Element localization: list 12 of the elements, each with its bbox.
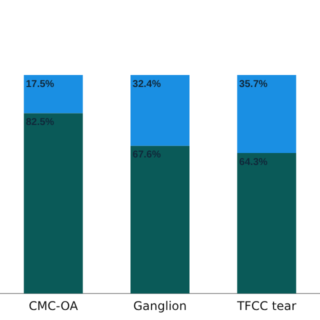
x-tick-label: TFCC tear	[236, 298, 296, 313]
data-label: 17.5%	[26, 78, 54, 90]
bar	[130, 75, 190, 146]
data-label: 35.7%	[239, 78, 268, 90]
bar	[237, 153, 296, 294]
bar	[24, 113, 83, 294]
bar	[130, 146, 190, 294]
bar	[24, 75, 83, 114]
data-label: 32.4%	[132, 78, 161, 90]
bar	[237, 75, 296, 154]
x-tick-label: CMC-OA	[28, 298, 79, 313]
x-tick-label: Ganglion	[133, 298, 187, 313]
